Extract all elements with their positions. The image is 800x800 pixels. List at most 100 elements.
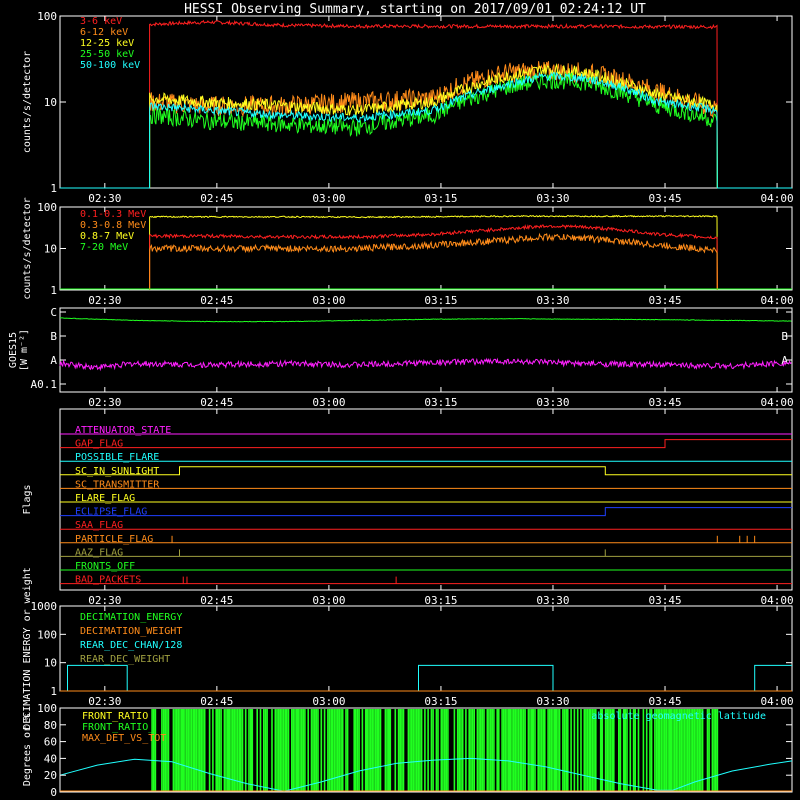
series-line: [149, 71, 718, 189]
flag-label: AAZ_FLAG: [75, 547, 123, 558]
front-ratio-bar: [328, 709, 331, 791]
x-tick-label: 04:00: [760, 396, 793, 409]
front-ratio-bar: [481, 709, 484, 791]
flag-label: ATTENUATOR_STATE: [75, 425, 171, 436]
y-tick-label: 10: [44, 657, 57, 670]
x-tick-label: 02:30: [88, 594, 121, 607]
front-ratio-bar: [337, 709, 339, 791]
legend-entry: DECIMATION_ENERGY: [80, 612, 182, 623]
front-ratio-bar: [241, 709, 244, 791]
front-ratio-bar: [424, 709, 426, 791]
front-ratio-bar: [530, 709, 533, 791]
x-tick-label: 03:15: [424, 594, 457, 607]
series-line: [149, 72, 718, 189]
front-ratio-bar: [693, 709, 696, 791]
series-line: [149, 61, 718, 189]
legend-entry: 0.3-0.8 MeV: [80, 220, 146, 231]
legend-entry: 12-25 keV: [80, 38, 134, 49]
front-ratio-bar: [443, 709, 446, 791]
flag-line: [60, 507, 792, 517]
front-ratio-bar: [279, 709, 282, 791]
front-ratio-bar: [282, 709, 285, 791]
front-ratio-bar: [208, 709, 211, 791]
front-ratio-bar: [364, 709, 367, 791]
front-ratio-bar: [220, 709, 222, 791]
y-tick-label: A0.1: [31, 378, 58, 391]
front-ratio-bar: [314, 709, 316, 791]
front-ratio-bar: [419, 709, 421, 791]
front-ratio-bar: [440, 709, 443, 791]
front-ratio-bar: [601, 709, 604, 791]
front-ratio-bar: [195, 709, 198, 791]
x-tick-label: 03:15: [424, 192, 457, 205]
front-ratio-bar: [567, 709, 569, 791]
front-ratio-bar: [427, 709, 429, 791]
series-line: [149, 63, 718, 189]
front-ratio-bar: [586, 709, 589, 791]
front-ratio-bar: [399, 709, 401, 791]
front-ratio-bar: [713, 709, 715, 791]
y-tick-label: 60: [44, 736, 57, 749]
front-ratio-bar: [299, 709, 301, 791]
front-ratio-bar: [534, 709, 536, 791]
front-ratio-bar: [542, 709, 544, 791]
x-tick-label: 03:00: [312, 294, 345, 307]
y-tick-label: A: [50, 354, 57, 367]
front-ratio-bar: [678, 709, 681, 791]
front-ratio-bar: [580, 709, 582, 791]
front-ratio-bar: [501, 709, 503, 791]
front-ratio-bar: [294, 709, 296, 791]
front-ratio-bar: [152, 709, 155, 791]
front-ratio-bar: [509, 709, 512, 791]
front-ratio-bar: [249, 709, 252, 791]
y-axis-units: [W m⁻²]: [19, 329, 30, 371]
x-tick-label: 03:45: [648, 594, 681, 607]
front-ratio-bar: [256, 709, 258, 791]
legend-entry: 3-6 keV: [80, 16, 122, 27]
y-axis-label: DECIMATION ENERGY or weight: [22, 567, 33, 730]
front-ratio-bar: [659, 709, 661, 791]
front-ratio-bar: [576, 709, 579, 791]
x-tick-label: 03:15: [424, 294, 457, 307]
y-axis-label: counts/s/detector: [22, 197, 33, 299]
front-ratio-bar: [649, 709, 651, 791]
front-ratio-bar: [479, 709, 482, 791]
front-ratio-bar: [217, 709, 219, 791]
front-ratio-bar: [341, 709, 344, 791]
front-ratio-bar: [333, 709, 336, 791]
decimation-line: [60, 664, 792, 692]
front-ratio-bar: [537, 709, 539, 791]
front-ratio-bar: [696, 709, 699, 791]
front-ratio-bar: [629, 709, 632, 791]
front-ratio-bar: [286, 709, 288, 791]
front-ratio-bar: [514, 709, 516, 791]
y-tick-label-right: A: [781, 354, 788, 367]
y-axis-label: counts/s/detector: [22, 51, 33, 153]
front-ratio-bar: [516, 709, 518, 791]
front-ratio-bar: [527, 709, 530, 791]
front-ratio-bar: [230, 709, 232, 791]
front-ratio-bar: [202, 709, 204, 791]
front-ratio-bar: [585, 709, 587, 791]
front-ratio-bar: [432, 709, 434, 791]
front-ratio-bar: [461, 709, 464, 791]
front-ratio-bar: [223, 709, 226, 791]
flag-label: FRONTS_OFF: [75, 561, 135, 572]
front-ratio-bar: [553, 709, 556, 791]
y-tick-label: C: [50, 306, 57, 319]
front-ratio-bar: [622, 709, 625, 791]
front-ratio-bar: [714, 709, 717, 791]
front-ratio-bar: [401, 709, 403, 791]
front-ratio-bar: [235, 709, 237, 791]
front-ratio-bar: [565, 709, 567, 791]
front-ratio-bar: [624, 709, 627, 791]
series-line: [149, 19, 718, 189]
front-ratio-bar: [417, 709, 420, 791]
front-ratio-bar: [231, 709, 234, 791]
front-ratio-bar: [442, 709, 444, 791]
front-ratio-bar: [154, 709, 157, 791]
legend-entry: 25-50 keV: [80, 49, 134, 60]
front-ratio-bar: [435, 709, 438, 791]
front-ratio-bar: [708, 709, 710, 791]
y-tick-label: 100: [37, 201, 57, 214]
